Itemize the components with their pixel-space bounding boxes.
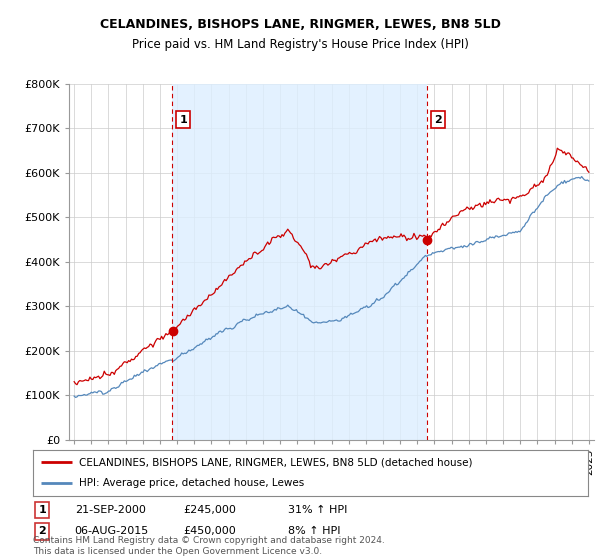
Text: 06-AUG-2015: 06-AUG-2015 xyxy=(74,526,149,536)
Text: Contains HM Land Registry data © Crown copyright and database right 2024.
This d: Contains HM Land Registry data © Crown c… xyxy=(33,536,385,556)
Text: Price paid vs. HM Land Registry's House Price Index (HPI): Price paid vs. HM Land Registry's House … xyxy=(131,38,469,50)
Text: CELANDINES, BISHOPS LANE, RINGMER, LEWES, BN8 5LD: CELANDINES, BISHOPS LANE, RINGMER, LEWES… xyxy=(100,18,500,31)
Text: CELANDINES, BISHOPS LANE, RINGMER, LEWES, BN8 5LD (detached house): CELANDINES, BISHOPS LANE, RINGMER, LEWES… xyxy=(79,457,472,467)
Text: 31% ↑ HPI: 31% ↑ HPI xyxy=(289,505,347,515)
Text: 21-SEP-2000: 21-SEP-2000 xyxy=(74,505,146,515)
Text: 2: 2 xyxy=(434,115,442,124)
Text: 1: 1 xyxy=(38,505,46,515)
Bar xyxy=(172,84,427,440)
Text: 2: 2 xyxy=(38,526,46,536)
Text: £450,000: £450,000 xyxy=(183,526,236,536)
Text: 1: 1 xyxy=(179,115,187,124)
Text: HPI: Average price, detached house, Lewes: HPI: Average price, detached house, Lewe… xyxy=(79,478,304,488)
Text: £245,000: £245,000 xyxy=(183,505,236,515)
Text: 8% ↑ HPI: 8% ↑ HPI xyxy=(289,526,341,536)
